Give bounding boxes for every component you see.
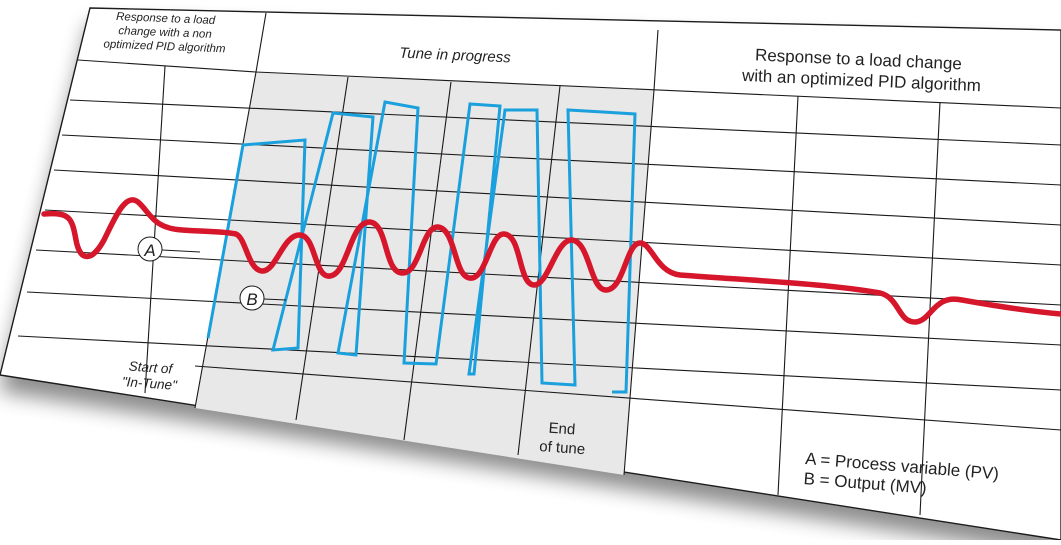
- grid-hline: [69, 99, 1061, 146]
- grid-hline: [17, 335, 1061, 391]
- output-curve-b: [206, 100, 637, 394]
- grid-vline: [144, 65, 166, 394]
- end-of-tune-label: End of tune: [539, 420, 586, 459]
- grid-vline: [777, 95, 799, 496]
- header-middle: Tune in progress: [399, 45, 512, 67]
- grid-hline: [44, 209, 1061, 266]
- header-left-line-2: change with a non: [118, 25, 212, 41]
- grid-hline: [26, 291, 1061, 346]
- grid-hline: [194, 365, 1061, 431]
- grid-vline: [919, 101, 941, 516]
- end-label-line-1: End: [548, 420, 576, 439]
- header-left: Response to a load change with a non opt…: [103, 11, 226, 56]
- curve-b-text: B: [246, 290, 257, 309]
- header-col-divider-2: [653, 29, 659, 91]
- header-left-line-3: optimized PID algorithm: [103, 39, 226, 56]
- end-label-line-2: of tune: [539, 438, 586, 458]
- curve-a-text: A: [143, 241, 155, 260]
- start-label-line-2: "In-Tune": [121, 374, 178, 393]
- curve-b-label: B: [239, 285, 287, 311]
- start-label-line-1: Start of: [128, 359, 174, 377]
- header-col-divider-1: [255, 12, 267, 73]
- curve-a-label: A: [137, 236, 201, 262]
- grid-hline: [61, 134, 1061, 186]
- process-variable-curve-a: [41, 197, 1061, 325]
- grid-vline: [623, 89, 655, 476]
- header-left-line-1: Response to a load: [116, 11, 216, 27]
- grid-vline: [403, 81, 452, 441]
- grid-vline: [295, 76, 349, 421]
- start-of-in-tune-label: Start of "In-Tune": [121, 359, 178, 393]
- chart-grid: [17, 12, 1061, 516]
- grid-hline: [53, 169, 1061, 226]
